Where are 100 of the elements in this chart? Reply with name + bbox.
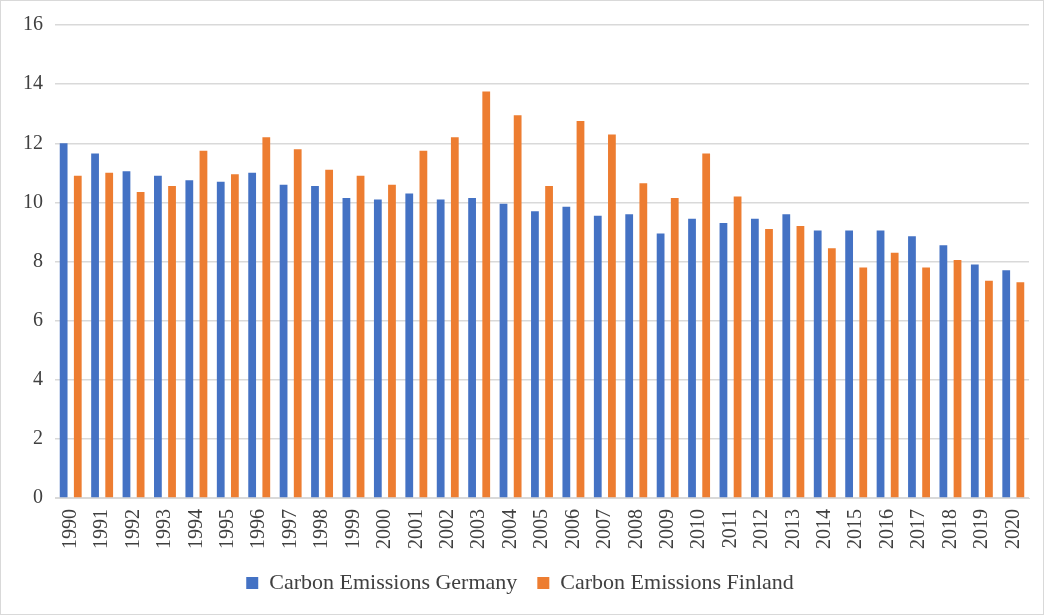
x-tick-label: 2004: [497, 509, 520, 549]
x-tick-label: 1998: [309, 509, 332, 549]
bar: [782, 214, 791, 498]
bar: [468, 197, 476, 498]
y-tick-label: 4: [33, 367, 43, 389]
bar: [890, 252, 899, 498]
y-tick-label: 0: [33, 485, 43, 508]
legend-label: Carbon Emissions Finland: [560, 568, 794, 594]
bar: [813, 230, 822, 498]
y-tick-label: 10: [23, 189, 43, 212]
bar: [531, 211, 539, 498]
bar: [796, 226, 805, 498]
x-tick-label: 1996: [246, 509, 269, 549]
bar: [356, 175, 365, 498]
x-tick-label: 2006: [560, 509, 583, 549]
bar: [185, 180, 194, 498]
bar: [876, 230, 885, 498]
bar: [970, 264, 979, 498]
bar: [499, 203, 508, 498]
bar: [105, 172, 114, 498]
bar: [216, 181, 225, 498]
bar: [576, 121, 585, 498]
bar: [122, 171, 131, 498]
bar: [985, 280, 993, 498]
bar: [939, 245, 948, 498]
x-tick-label: 2002: [434, 509, 457, 549]
x-tick-label: 1997: [277, 509, 300, 549]
x-tick-label: 2011: [717, 509, 740, 549]
bar: [342, 197, 351, 498]
bar: [513, 115, 522, 498]
bar: [908, 236, 916, 498]
bar: [279, 184, 288, 498]
bar: [608, 134, 616, 498]
x-tick-label: 1995: [215, 509, 238, 549]
bar: [91, 153, 99, 498]
bar: [230, 174, 239, 498]
bar: [827, 248, 836, 498]
bar: [248, 172, 257, 498]
y-tick-label: 8: [33, 248, 43, 271]
bar: [388, 184, 396, 498]
bar: [311, 186, 319, 498]
y-tick-label: 2: [33, 426, 43, 449]
x-tick-label: 2000: [372, 509, 395, 549]
x-tick-label: 1991: [89, 509, 112, 549]
x-tick-label: 2008: [623, 509, 646, 549]
bar: [373, 199, 382, 498]
x-tick-label: 1992: [120, 509, 143, 549]
bar: [136, 192, 145, 498]
y-tick-label: 6: [33, 307, 43, 330]
y-tick-label: 12: [23, 130, 43, 153]
x-tick-label: 2009: [654, 509, 677, 549]
bar: [639, 183, 648, 498]
bar: [482, 91, 491, 498]
bar: [154, 175, 162, 498]
bar: [419, 150, 428, 498]
x-tick-label: 2015: [843, 509, 866, 549]
x-tick-label: 2020: [1000, 509, 1023, 549]
bar: [1002, 270, 1011, 498]
bar: [325, 169, 334, 498]
bar: [262, 137, 271, 498]
bar: [293, 149, 302, 498]
x-tick-label: 2010: [686, 509, 709, 549]
x-tick-label: 2014: [812, 509, 835, 549]
bar: [670, 197, 679, 498]
bar: [688, 218, 696, 498]
bar: [625, 214, 634, 498]
x-tick-label: 2016: [874, 509, 897, 549]
bar: [1016, 282, 1025, 498]
bar: [450, 137, 459, 498]
x-tick-label: 2018: [937, 509, 960, 549]
bar: [719, 223, 728, 498]
x-tick-label: 2003: [466, 509, 489, 549]
bar: [562, 206, 571, 498]
x-tick-label: 1993: [152, 509, 175, 549]
bar: [922, 267, 930, 498]
bar: [765, 228, 773, 498]
x-tick-label: 2001: [403, 509, 426, 549]
x-tick-label: 2019: [969, 509, 992, 549]
y-tick-label: 14: [23, 71, 43, 94]
legend-label: Carbon Emissions Germany: [269, 568, 518, 594]
bar: [168, 186, 176, 498]
bar: [436, 199, 445, 498]
bar: [845, 230, 854, 498]
bar: [545, 186, 553, 498]
bar: [59, 143, 68, 498]
bar: [656, 233, 665, 498]
bar: [199, 150, 208, 498]
bar: [702, 153, 711, 498]
x-tick-label: 2017: [906, 509, 929, 549]
bar: [593, 215, 602, 498]
y-tick-label: 16: [23, 12, 43, 35]
bar: [953, 260, 962, 498]
x-tick-label: 1999: [340, 509, 363, 549]
bar: [859, 267, 868, 498]
x-tick-label: 2013: [780, 509, 803, 549]
x-tick-label: 2005: [529, 509, 552, 549]
bar: [73, 175, 82, 498]
x-tick-label: 2012: [749, 509, 772, 549]
x-tick-label: 1990: [57, 509, 80, 549]
x-tick-label: 1994: [183, 509, 206, 549]
